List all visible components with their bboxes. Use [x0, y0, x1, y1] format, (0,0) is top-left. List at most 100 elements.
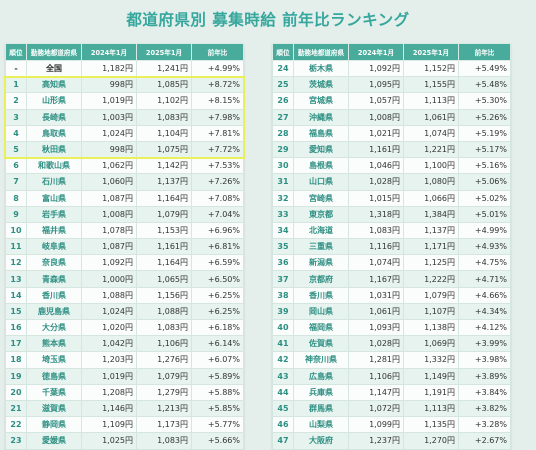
prefecture-cell: 岩手県 — [26, 205, 82, 223]
rank-cell: 11 — [5, 238, 27, 256]
prefecture-cell: 沖縄県 — [293, 108, 349, 126]
wage-2024-cell: 1,116円 — [348, 238, 404, 256]
wage-2024-cell: 1,208円 — [81, 383, 137, 401]
wage-2025-cell: 1,079円 — [136, 205, 192, 223]
wage-2025-cell: 1,125円 — [403, 254, 459, 272]
table-row: 31 山口県 1,028円 1,080円 +5.06% — [272, 173, 511, 191]
table-row: 3 長崎県 1,003円 1,083円 +7.98% — [5, 108, 244, 126]
rank-cell: 16 — [5, 318, 27, 337]
prefecture-cell: 三重県 — [293, 238, 349, 256]
yoy-change-cell: +5.19% — [458, 124, 511, 142]
prefecture-cell: 兵庫県 — [293, 383, 349, 401]
wage-2025-cell: 1,152円 — [403, 59, 459, 78]
wage-2025-cell: 1,102円 — [136, 92, 192, 110]
wage-2024-cell: 1,146円 — [81, 399, 137, 418]
table-row: 44 兵庫県 1,147円 1,191円 +3.84% — [272, 383, 511, 401]
rank-cell: 18 — [5, 351, 27, 369]
prefecture-cell: 秋田県 — [26, 140, 82, 159]
wage-2024-cell: 1,031円 — [348, 286, 404, 304]
yoy-change-cell: +4.71% — [458, 270, 511, 288]
wage-2025-cell: 1,241円 — [136, 59, 192, 78]
ranking-table-right: 順位 勤務地都道府県 2024年1月 2025年1月 前年比 24 栃木県 1,09… — [272, 43, 511, 450]
yoy-change-cell: +6.25% — [191, 302, 244, 321]
wage-2025-cell: 1,061円 — [403, 108, 459, 126]
prefecture-cell: 北海道 — [293, 221, 349, 240]
wage-2025-cell: 1,106円 — [136, 335, 192, 353]
yoy-change-cell: +6.07% — [191, 351, 244, 369]
yoy-change-cell: +7.98% — [191, 108, 244, 126]
prefecture-cell: 岡山県 — [293, 302, 349, 321]
wage-2025-cell: 1,164円 — [136, 189, 192, 207]
prefecture-cell: 宮城県 — [293, 92, 349, 110]
yoy-change-cell: +6.14% — [191, 335, 244, 353]
wage-2024-cell: 1,000円 — [81, 270, 137, 288]
yoy-change-cell: +3.98% — [458, 351, 511, 369]
table-row: 23 愛媛県 1,025円 1,083円 +5.66% — [5, 432, 244, 450]
wage-2025-cell: 1,137円 — [403, 221, 459, 240]
prefecture-cell: 佐賀県 — [293, 335, 349, 353]
wage-2025-cell: 1,213円 — [136, 399, 192, 418]
rank-cell: 45 — [272, 399, 294, 418]
rank-cell: 21 — [5, 399, 27, 418]
table-row: 9 岩手県 1,008円 1,079円 +7.04% — [5, 205, 244, 223]
table-row: 41 佐賀県 1,028円 1,069円 +3.99% — [272, 335, 511, 353]
wage-2024-cell: 1,028円 — [348, 173, 404, 191]
wage-2024-cell: 1,028円 — [348, 335, 404, 353]
wage-2025-cell: 1,080円 — [403, 173, 459, 191]
rank-cell: 34 — [272, 221, 294, 240]
rank-cell: 31 — [272, 173, 294, 191]
yoy-change-cell: +5.48% — [458, 76, 511, 94]
wage-2024-cell: 1,167円 — [348, 270, 404, 288]
yoy-change-cell: +2.67% — [458, 432, 511, 450]
table-row: 39 岡山県 1,061円 1,107円 +4.34% — [272, 302, 511, 321]
header-2025-jan: 2025年1月 — [136, 43, 192, 61]
rank-cell: 15 — [5, 302, 27, 321]
rank-cell: 39 — [272, 302, 294, 321]
ranking-table-left: 順位 勤務地都道府県 2024年1月 2025年1月 前年比 - 全国 1,182円… — [5, 43, 244, 450]
wage-2024-cell: 1,109円 — [81, 416, 137, 434]
wage-2025-cell: 1,113円 — [403, 399, 459, 418]
yoy-change-cell: +3.89% — [458, 367, 511, 385]
prefecture-cell: 山梨県 — [293, 416, 349, 434]
table-row: 15 鹿児島県 1,024円 1,088円 +6.25% — [5, 302, 244, 321]
table-row: 32 宮崎県 1,015円 1,066円 +5.02% — [272, 189, 511, 207]
wage-2025-cell: 1,113円 — [403, 92, 459, 110]
prefecture-cell: 広島県 — [293, 367, 349, 385]
rank-cell: 27 — [272, 108, 294, 126]
table-row: 10 福井県 1,078円 1,153円 +6.96% — [5, 221, 244, 240]
rank-cell: 3 — [5, 108, 27, 126]
wage-2025-cell: 1,075円 — [136, 140, 192, 159]
wage-2025-cell: 1,155円 — [403, 76, 459, 94]
wage-2024-cell: 1,095円 — [348, 76, 404, 94]
rank-cell: 32 — [272, 189, 294, 207]
wage-2024-cell: 1,019円 — [81, 367, 137, 385]
yoy-change-cell: +6.96% — [191, 221, 244, 240]
yoy-change-cell: +6.50% — [191, 270, 244, 288]
yoy-change-cell: +5.88% — [191, 383, 244, 401]
wage-2025-cell: 1,066円 — [403, 189, 459, 207]
wage-2024-cell: 1,021円 — [348, 124, 404, 142]
yoy-change-cell: +5.49% — [458, 59, 511, 78]
table-row: 19 徳島県 1,019円 1,079円 +5.89% — [5, 367, 244, 385]
yoy-change-cell: +5.16% — [458, 157, 511, 175]
header-prefecture: 勤務地都道府県 — [26, 43, 82, 61]
yoy-change-cell: +7.81% — [191, 124, 244, 142]
wage-2024-cell: 1,062円 — [81, 157, 137, 175]
prefecture-cell: 京都府 — [293, 270, 349, 288]
prefecture-cell: 鳥取県 — [26, 124, 82, 142]
rank-cell: 40 — [272, 318, 294, 337]
table-row: 46 山梨県 1,099円 1,135円 +3.28% — [272, 416, 511, 434]
table-row: 37 京都府 1,167円 1,222円 +4.71% — [272, 270, 511, 288]
wage-2024-cell: 1,318円 — [348, 205, 404, 223]
prefecture-cell: 福島県 — [293, 124, 349, 142]
prefecture-cell: 長崎県 — [26, 108, 82, 126]
wage-2024-cell: 1,087円 — [81, 238, 137, 256]
rank-cell: 17 — [5, 335, 27, 353]
wage-2025-cell: 1,332円 — [403, 351, 459, 369]
rank-cell: 22 — [5, 416, 27, 434]
wage-2025-cell: 1,270円 — [403, 432, 459, 450]
table-row: 5 秋田県 998円 1,075円 +7.72% — [5, 140, 244, 159]
rank-cell: 19 — [5, 367, 27, 385]
yoy-change-cell: +3.84% — [458, 383, 511, 401]
wage-2024-cell: 998円 — [81, 76, 137, 94]
